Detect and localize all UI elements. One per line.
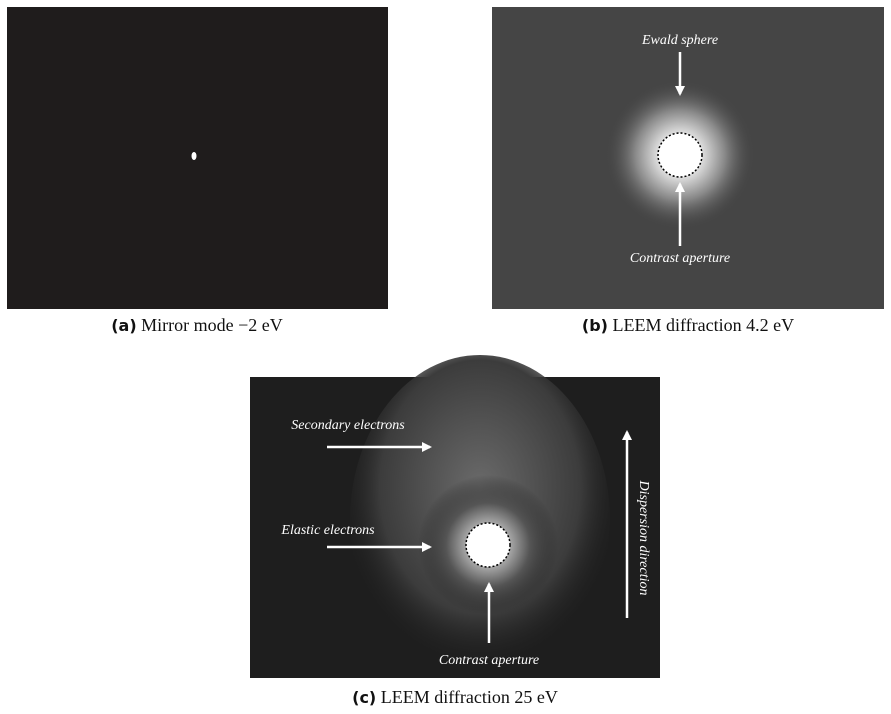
- annotation: Secondary electrons: [291, 418, 405, 433]
- annotation: Contrast aperture: [439, 653, 539, 668]
- caption: (b) LEEM diffraction 4.2 eV: [582, 315, 794, 335]
- spot: [192, 152, 197, 160]
- caption-text: LEEM diffraction 4.2 eV: [612, 315, 794, 335]
- annotation: Dispersion direction: [636, 480, 651, 596]
- annotation: Ewald sphere: [641, 33, 718, 48]
- figure: (a) Mirror mode −2 eV Ewald sphere Contr…: [0, 0, 891, 714]
- panel-c: Secondary electrons Elastic electrons Co…: [250, 355, 660, 707]
- caption: (a) Mirror mode −2 eV: [111, 315, 283, 335]
- caption-text: LEEM diffraction 25 eV: [381, 687, 558, 707]
- caption-label: (c): [352, 688, 376, 707]
- image: [7, 7, 388, 309]
- aperture: [658, 133, 702, 177]
- caption-label: (a): [111, 316, 136, 335]
- panel-b: Ewald sphere Contrast aperture (b) LEEM …: [492, 7, 884, 335]
- panel-a: (a) Mirror mode −2 eV: [7, 7, 388, 335]
- caption-label: (b): [582, 316, 608, 335]
- aperture: [466, 523, 510, 567]
- caption: (c) LEEM diffraction 25 eV: [352, 687, 558, 707]
- annotation: Elastic electrons: [280, 523, 375, 538]
- caption-text: Mirror mode −2 eV: [141, 315, 283, 335]
- annotation: Contrast aperture: [630, 251, 730, 266]
